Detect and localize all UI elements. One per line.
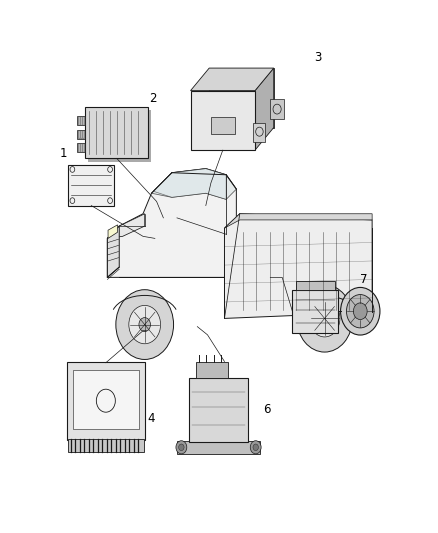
Circle shape (250, 441, 261, 454)
Circle shape (253, 444, 258, 450)
Polygon shape (191, 68, 274, 91)
FancyBboxPatch shape (253, 124, 265, 142)
Polygon shape (107, 226, 119, 277)
Circle shape (319, 312, 330, 325)
Circle shape (139, 318, 151, 332)
Text: 2: 2 (149, 92, 157, 105)
FancyBboxPatch shape (196, 361, 228, 378)
Circle shape (179, 444, 184, 450)
FancyBboxPatch shape (296, 281, 335, 290)
Circle shape (346, 295, 374, 328)
Circle shape (116, 290, 173, 359)
Polygon shape (224, 214, 372, 228)
FancyBboxPatch shape (67, 439, 144, 452)
Text: 6: 6 (264, 403, 271, 416)
Circle shape (353, 303, 367, 320)
Polygon shape (153, 168, 226, 199)
FancyBboxPatch shape (85, 107, 148, 158)
Circle shape (309, 300, 340, 337)
FancyBboxPatch shape (293, 290, 338, 333)
Text: 7: 7 (360, 272, 367, 286)
Polygon shape (108, 225, 117, 238)
Polygon shape (107, 214, 145, 238)
FancyBboxPatch shape (189, 378, 248, 441)
FancyBboxPatch shape (88, 110, 151, 161)
FancyBboxPatch shape (77, 143, 85, 152)
FancyBboxPatch shape (191, 91, 255, 150)
Polygon shape (255, 68, 274, 150)
FancyBboxPatch shape (68, 165, 114, 206)
FancyBboxPatch shape (67, 361, 145, 440)
FancyBboxPatch shape (211, 117, 235, 134)
Polygon shape (224, 214, 372, 318)
FancyBboxPatch shape (270, 99, 284, 119)
Polygon shape (152, 168, 237, 199)
Circle shape (129, 305, 161, 344)
Circle shape (176, 441, 187, 454)
FancyBboxPatch shape (73, 370, 139, 429)
Circle shape (297, 285, 353, 352)
FancyBboxPatch shape (77, 130, 85, 139)
Polygon shape (209, 68, 274, 127)
Text: 3: 3 (314, 51, 321, 64)
Polygon shape (107, 168, 237, 277)
Text: 4: 4 (148, 413, 155, 425)
FancyBboxPatch shape (77, 116, 85, 125)
Circle shape (341, 287, 380, 335)
Text: 1: 1 (60, 148, 67, 160)
FancyBboxPatch shape (177, 441, 260, 454)
